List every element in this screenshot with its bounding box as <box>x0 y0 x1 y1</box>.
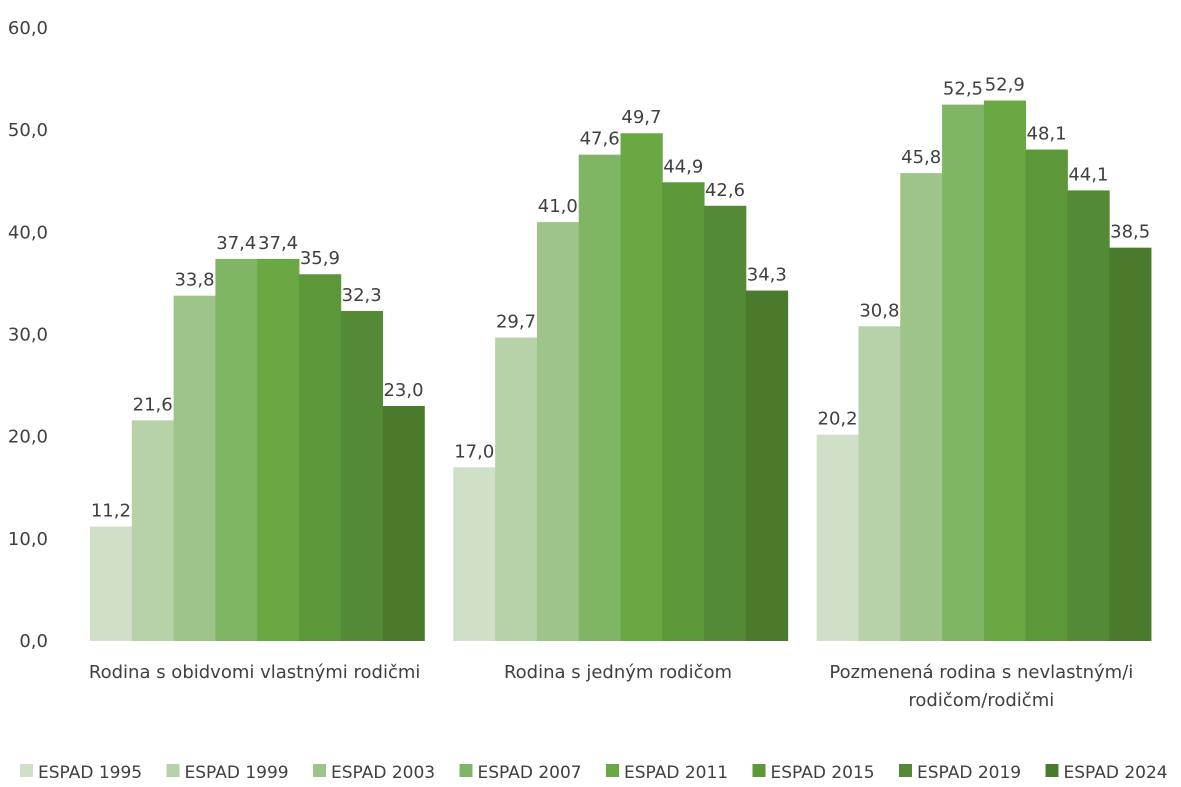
bar <box>1067 190 1110 641</box>
x-axis: Rodina s obidvomi vlastnými rodičmi Rodin… <box>89 662 1133 711</box>
y-axis: 0,0 10,0 20,0 30,0 40,0 50,0 60,0 <box>8 18 48 652</box>
legend-label: ESPAD 2024 <box>1064 763 1168 783</box>
bar <box>1109 247 1152 642</box>
y-tick-label: 60,0 <box>8 18 48 39</box>
data-label: 30,8 <box>859 300 899 321</box>
data-label: 41,0 <box>538 196 578 217</box>
data-label: 52,5 <box>943 79 983 100</box>
data-label: 44,1 <box>1068 164 1108 185</box>
bar <box>382 406 425 641</box>
bar <box>662 182 705 641</box>
legend: ESPAD 1995 ESPAD 1999 ESPAD 2003 ESPAD 2007… <box>20 763 1168 783</box>
data-label: 32,3 <box>342 285 382 306</box>
data-label: 49,7 <box>621 107 661 128</box>
legend-swatch <box>166 764 180 777</box>
y-tick-label: 30,0 <box>8 325 48 346</box>
y-tick-label: 10,0 <box>8 529 48 550</box>
data-label: 11,2 <box>91 501 131 522</box>
data-label: 37,4 <box>258 233 298 254</box>
y-tick-label: 50,0 <box>8 120 48 141</box>
bar <box>983 100 1027 641</box>
legend-label: ESPAD 1999 <box>185 763 289 783</box>
legend-swatch <box>752 764 766 777</box>
bar <box>495 337 538 641</box>
category-label: rodičom/rodičmi <box>908 690 1054 711</box>
bar <box>453 467 496 641</box>
data-label: 33,8 <box>174 270 214 291</box>
data-label: 21,6 <box>133 394 173 415</box>
bar <box>90 526 133 641</box>
bar <box>131 420 174 641</box>
data-label: 17,0 <box>454 441 494 462</box>
category-label: Rodina s jedným rodičom <box>504 662 732 683</box>
bar <box>536 222 580 641</box>
y-tick-label: 0,0 <box>19 631 48 652</box>
category-label: Rodina s obidvomi vlastnými rodičmi <box>89 662 421 683</box>
legend-swatch <box>899 764 912 777</box>
bar <box>900 173 943 641</box>
data-label: 20,2 <box>818 409 858 430</box>
data-label: 34,3 <box>747 265 787 286</box>
legend-label: ESPAD 2015 <box>771 763 875 783</box>
data-label: 29,7 <box>496 312 536 333</box>
legend-label: ESPAD 1995 <box>38 763 142 783</box>
data-label: 38,5 <box>1110 222 1150 243</box>
bar <box>816 434 859 641</box>
data-label: 37,4 <box>216 233 256 254</box>
data-label: 52,9 <box>985 75 1025 96</box>
legend-label: ESPAD 2007 <box>478 763 582 783</box>
y-tick-label: 40,0 <box>8 222 48 243</box>
legend-swatch <box>606 764 619 777</box>
legend-swatch <box>459 764 473 777</box>
bar <box>173 295 216 641</box>
category-label: Pozmenená rodina s nevlastným/i <box>829 662 1133 683</box>
legend-label: ESPAD 2011 <box>624 763 728 783</box>
legend-swatch <box>20 764 33 777</box>
bar <box>299 274 342 641</box>
bar <box>620 133 663 641</box>
data-label: 45,8 <box>901 147 941 168</box>
bar <box>215 258 258 641</box>
data-label: 47,6 <box>580 129 620 150</box>
data-label: 44,9 <box>663 156 703 177</box>
bar <box>704 205 747 641</box>
bars <box>90 100 1152 642</box>
data-label: 35,9 <box>300 248 340 269</box>
legend-label: ESPAD 2019 <box>917 763 1021 783</box>
data-label: 48,1 <box>1027 124 1067 145</box>
bar <box>578 154 621 642</box>
bar <box>340 311 383 641</box>
legend-swatch <box>313 764 326 777</box>
legend-label: ESPAD 2003 <box>331 763 435 783</box>
bar <box>1025 149 1068 641</box>
y-tick-label: 20,0 <box>8 427 48 448</box>
legend-swatch <box>1045 764 1059 777</box>
data-label: 23,0 <box>383 380 423 401</box>
bar <box>257 258 300 641</box>
bar <box>858 326 901 641</box>
data-labels: 11,2 17,0 20,2 21,6 29,7 30,8 33,8 41,0 45,8 37,4… <box>91 75 1150 522</box>
bar <box>745 290 789 641</box>
bar <box>942 104 985 641</box>
data-label: 42,6 <box>705 180 745 201</box>
